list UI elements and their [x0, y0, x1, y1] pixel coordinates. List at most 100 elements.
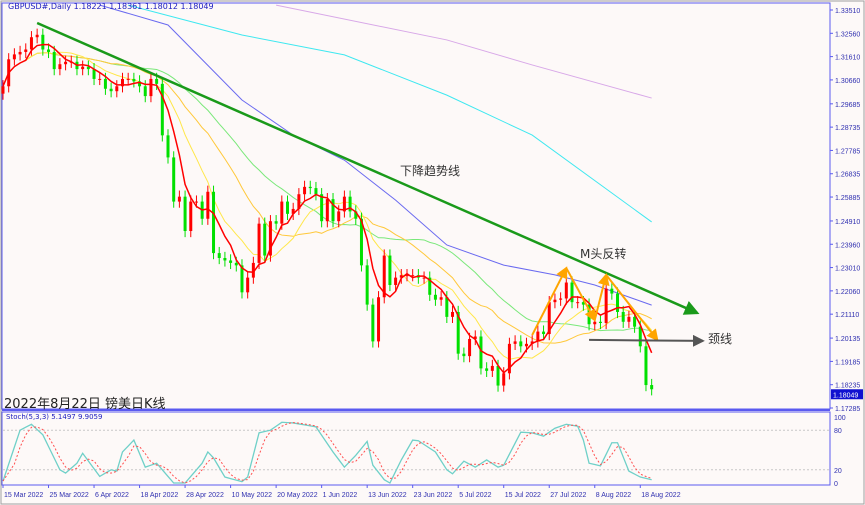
candle-body: [382, 255, 386, 298]
candle-body: [246, 277, 250, 293]
y-tick-label: 1.18235: [835, 383, 860, 390]
candle-body: [377, 297, 381, 342]
candle-body: [35, 34, 39, 38]
candle-body: [217, 253, 221, 258]
trendline-annotation: 下降趋势线: [400, 164, 461, 178]
candle-body: [183, 196, 187, 232]
candle-body: [98, 78, 102, 80]
candle-body: [251, 262, 255, 278]
candle-body: [320, 194, 324, 222]
candle-body: [223, 257, 227, 261]
x-tick-label: 28 Apr 2022: [186, 492, 224, 499]
y-tick-label: 1.21110: [835, 312, 859, 319]
downtrend-line: [36, 21, 700, 315]
candle-body: [47, 49, 51, 52]
candle-body: [547, 302, 551, 335]
candle-body: [468, 338, 472, 357]
candle-body: [92, 69, 96, 79]
x-tick-label: 20 May 2022: [277, 492, 318, 499]
candle-body: [644, 346, 648, 386]
x-tick-label: 25 Mar 2022: [50, 492, 89, 499]
candle-body: [405, 275, 409, 277]
candle-body: [229, 260, 233, 263]
candle-body: [12, 54, 16, 60]
y-tick-label: 1.28735: [835, 125, 860, 132]
x-tick-label: 6 Apr 2022: [95, 492, 129, 499]
candle-body: [166, 135, 170, 158]
candle-body: [81, 66, 85, 70]
candle-body: [627, 316, 631, 322]
neckline-arrow: [589, 334, 705, 347]
ma200-line: [276, 4, 652, 99]
y-tick-label: 1.25885: [835, 195, 860, 202]
x-tick-label: 8 Aug 2022: [596, 492, 632, 499]
candle-body: [365, 265, 369, 305]
candle-body: [268, 221, 272, 256]
ma30-line: [2, 52, 652, 332]
candle-body: [212, 191, 216, 254]
candle-body: [394, 277, 398, 285]
candle-body: [479, 336, 483, 369]
x-tick-label: 1 Jun 2022: [323, 492, 358, 499]
candle-body: [64, 61, 68, 65]
x-tick-label: 18 Apr 2022: [141, 492, 179, 499]
candle-body: [462, 353, 466, 357]
m-pattern-arrow: [531, 266, 568, 336]
candle-body: [138, 81, 142, 87]
candle-body: [194, 201, 198, 203]
x-tick-label: 18 Aug 2022: [641, 492, 680, 499]
stochastic-label: Stoch(5,3,3) 5.1497 9.9059: [6, 413, 103, 421]
current-price-label: 1.18049: [833, 392, 858, 399]
candle-body: [337, 211, 341, 222]
y-tick-label: 1.24910: [835, 219, 860, 226]
candle-body: [496, 365, 500, 386]
candle-body: [257, 223, 261, 263]
candle-body: [24, 49, 28, 52]
candle-body: [433, 294, 437, 300]
candle-body: [314, 188, 318, 195]
candle-body: [325, 199, 329, 222]
candle-body: [126, 78, 130, 80]
candle-body: [519, 341, 523, 347]
y-tick-label: 1.31610: [835, 55, 860, 62]
stoch-level-label: 100: [834, 415, 846, 422]
candle-body: [604, 288, 608, 324]
candle-body: [485, 368, 489, 371]
m-top-annotation: M头反转: [580, 247, 627, 261]
candle-body: [359, 218, 363, 266]
chart-caption: 2022年8月22日 镑美日K线: [4, 397, 166, 412]
candle-body: [621, 311, 625, 322]
y-tick-label: 1.29685: [835, 102, 860, 109]
candle-body: [559, 298, 563, 300]
candle-body: [308, 186, 312, 189]
candle-body: [456, 311, 460, 354]
candle-body: [177, 196, 181, 202]
candle-body: [109, 88, 113, 92]
candle-body: [553, 299, 557, 303]
candle-body: [331, 199, 335, 222]
candle-body: [1, 86, 5, 94]
x-tick-label: 13 Jun 2022: [368, 492, 407, 499]
candle-body: [354, 211, 358, 219]
candle-body: [598, 321, 602, 324]
candle-body: [399, 275, 403, 278]
candle-body: [132, 78, 136, 82]
x-tick-label: 15 Jul 2022: [505, 492, 541, 499]
candle-body: [103, 78, 107, 89]
candle-body: [513, 341, 517, 344]
candle-body: [411, 275, 415, 277]
candle-body: [86, 66, 90, 70]
m-pattern-arrow: [565, 267, 596, 322]
candle-body: [610, 288, 614, 294]
candle-body: [52, 51, 56, 70]
candle-body: [473, 336, 477, 339]
ma20-line: [2, 52, 652, 344]
candle-body: [445, 297, 449, 317]
stoch-level-label: 80: [834, 428, 842, 435]
candle-body: [189, 201, 193, 232]
candle-body: [240, 265, 244, 293]
m-pattern-arrow: [605, 274, 659, 342]
y-tick-label: 1.17285: [835, 406, 860, 413]
